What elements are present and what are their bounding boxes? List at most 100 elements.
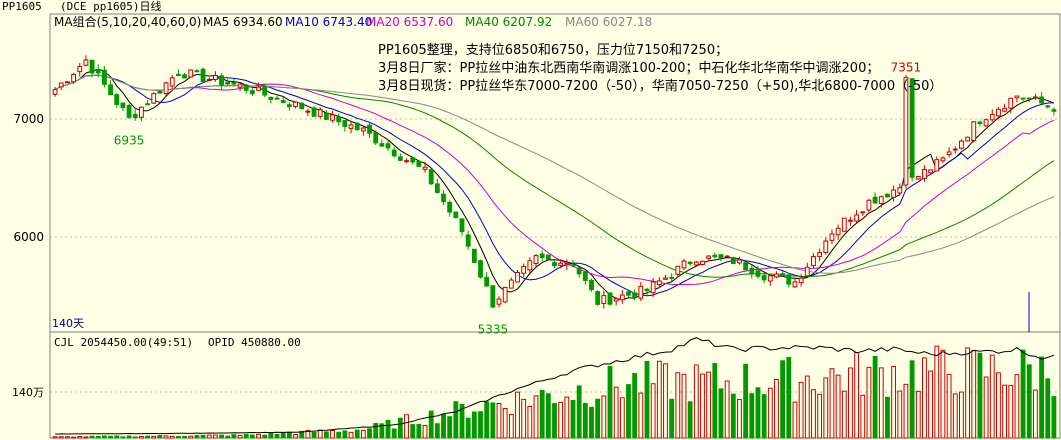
candle-body bbox=[71, 74, 76, 83]
candle-41 bbox=[305, 108, 311, 117]
candle-body bbox=[65, 81, 70, 84]
ma20-line bbox=[54, 74, 1055, 286]
volume-bar-94 bbox=[632, 373, 638, 439]
volume-bar-18 bbox=[163, 435, 169, 439]
volume-bar-100 bbox=[669, 398, 675, 439]
volume-bar-115 bbox=[761, 394, 767, 439]
candle-body bbox=[693, 261, 699, 266]
candle-112 bbox=[743, 259, 749, 271]
candle-body bbox=[897, 187, 903, 194]
candle-10 bbox=[114, 93, 120, 108]
volume-bar-161 bbox=[1045, 378, 1051, 439]
candle-62 bbox=[434, 178, 440, 194]
volume-bar-152 bbox=[989, 354, 995, 439]
candle-18 bbox=[163, 81, 169, 97]
candle-111 bbox=[737, 256, 742, 265]
candle-body bbox=[478, 260, 483, 278]
candle-156 bbox=[1014, 95, 1020, 103]
candle-body bbox=[262, 85, 268, 96]
candle-100 bbox=[669, 273, 675, 283]
candle-98 bbox=[656, 276, 662, 289]
volume-bar-39 bbox=[293, 434, 298, 439]
candle-153 bbox=[996, 107, 1001, 120]
candle-body bbox=[410, 157, 416, 163]
volume-bar-47 bbox=[342, 430, 348, 439]
candle-151 bbox=[983, 119, 989, 128]
candle-3 bbox=[71, 72, 76, 85]
candle-body bbox=[120, 102, 126, 109]
price-annotations: 7351 6935 5335 bbox=[114, 61, 921, 337]
volume-bar-34 bbox=[262, 434, 268, 439]
candle-body bbox=[644, 288, 650, 292]
candle-body bbox=[934, 159, 940, 172]
candle-body bbox=[256, 86, 261, 91]
volume-bar-0 bbox=[52, 436, 58, 439]
candle-69 bbox=[478, 259, 483, 279]
candle-body bbox=[700, 260, 705, 266]
candle-103 bbox=[687, 261, 693, 266]
candle-body bbox=[1045, 105, 1051, 108]
volume-bar-49 bbox=[354, 429, 360, 439]
candle-130 bbox=[854, 209, 860, 223]
volume-bar-11 bbox=[120, 436, 126, 439]
volume-bar-59 bbox=[416, 423, 422, 439]
price-grid: 7000 6000 bbox=[13, 112, 1060, 244]
candle-12 bbox=[126, 103, 132, 119]
candle-9 bbox=[108, 80, 113, 96]
candle-body bbox=[687, 261, 693, 265]
candle-67 bbox=[465, 230, 471, 250]
volume-bar-17 bbox=[157, 435, 163, 439]
volume-bar-81 bbox=[552, 403, 557, 439]
candle-57 bbox=[404, 158, 409, 163]
volume-bar-155 bbox=[1008, 384, 1014, 439]
candle-body bbox=[965, 136, 971, 142]
candle-body bbox=[1039, 96, 1044, 104]
volume-bar-133 bbox=[872, 355, 878, 439]
candle-body bbox=[1008, 97, 1014, 109]
volume-bar-86 bbox=[582, 402, 588, 439]
volume-bar-3 bbox=[71, 436, 76, 439]
candle-body bbox=[755, 270, 761, 277]
candle-body bbox=[786, 274, 792, 285]
candle-body bbox=[89, 59, 95, 74]
candle-119 bbox=[786, 274, 792, 288]
candle-body bbox=[989, 113, 995, 121]
volume-bar-42 bbox=[311, 431, 317, 439]
symbol-label: PP1605 bbox=[2, 0, 42, 13]
volume-bars bbox=[52, 345, 1057, 439]
volume-bar-114 bbox=[755, 387, 761, 439]
volume-bar-33 bbox=[256, 433, 261, 439]
candle-162 bbox=[1051, 107, 1057, 116]
volume-bar-58 bbox=[410, 424, 416, 439]
candle-body bbox=[737, 259, 742, 264]
volume-bar-5 bbox=[83, 436, 89, 439]
candle-123 bbox=[811, 253, 816, 269]
candle-90 bbox=[607, 292, 613, 306]
volume-bar-104 bbox=[693, 364, 699, 439]
candle-124 bbox=[817, 248, 823, 262]
candle-55 bbox=[391, 146, 397, 158]
candle-114 bbox=[755, 265, 761, 279]
candle-body bbox=[194, 70, 200, 73]
volume-bar-63 bbox=[441, 413, 446, 439]
candle-91 bbox=[613, 297, 619, 306]
candle-body bbox=[527, 260, 533, 271]
candle-body bbox=[484, 276, 490, 287]
volume-bar-28 bbox=[225, 435, 231, 439]
candle-94 bbox=[632, 289, 638, 301]
volume-bar-136 bbox=[891, 366, 897, 439]
volume-bar-30 bbox=[237, 434, 243, 439]
note-line-1: PP1605整理，支持位6850和6750，压力位7150和7250； bbox=[378, 43, 728, 58]
candle-body bbox=[496, 298, 502, 305]
volume-bar-9 bbox=[108, 435, 113, 439]
volume-bar-148 bbox=[965, 347, 971, 439]
candle-4 bbox=[77, 62, 83, 77]
volume-bar-153 bbox=[996, 372, 1001, 439]
volume-bar-91 bbox=[613, 386, 619, 439]
candle-body bbox=[428, 169, 434, 185]
volume-bar-127 bbox=[835, 374, 841, 439]
candle-body bbox=[268, 96, 274, 100]
candle-body bbox=[95, 69, 101, 74]
candle-body bbox=[397, 156, 403, 161]
